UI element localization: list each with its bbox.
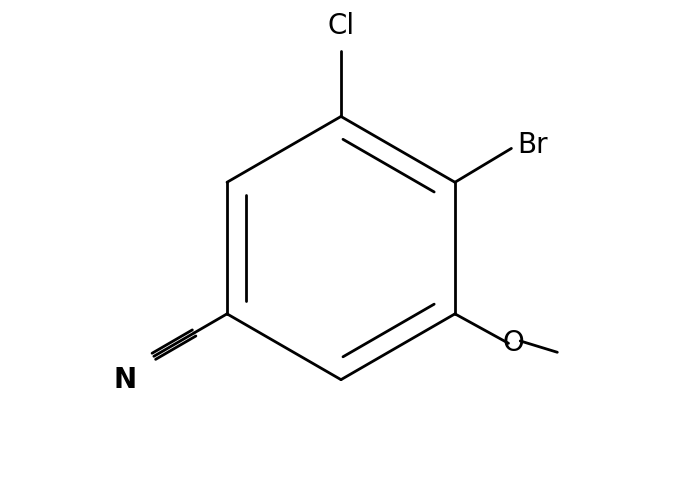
Text: N: N — [114, 366, 137, 394]
Text: Br: Br — [517, 131, 548, 159]
Text: O: O — [503, 329, 524, 357]
Text: Cl: Cl — [327, 12, 355, 40]
